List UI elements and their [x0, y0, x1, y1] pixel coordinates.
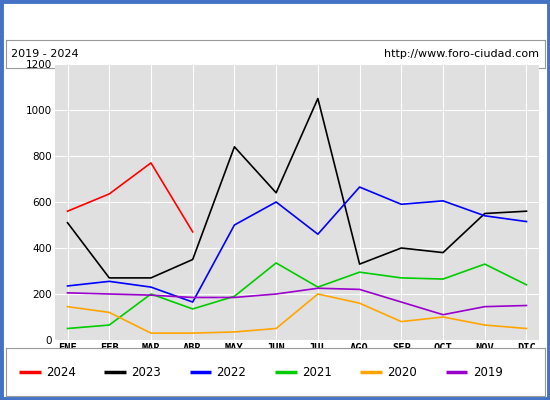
Text: 2023: 2023 [131, 366, 161, 378]
Text: http://www.foro-ciudad.com: http://www.foro-ciudad.com [384, 49, 539, 59]
Text: 2020: 2020 [387, 366, 417, 378]
Text: 2024: 2024 [46, 366, 76, 378]
Text: Evolucion Nº Turistas Nacionales en el municipio de Mesas de Ibor: Evolucion Nº Turistas Nacionales en el m… [15, 13, 535, 27]
Text: 2021: 2021 [302, 366, 332, 378]
Text: 2019 - 2024: 2019 - 2024 [11, 49, 79, 59]
Text: 2022: 2022 [217, 366, 246, 378]
Text: 2019: 2019 [472, 366, 503, 378]
